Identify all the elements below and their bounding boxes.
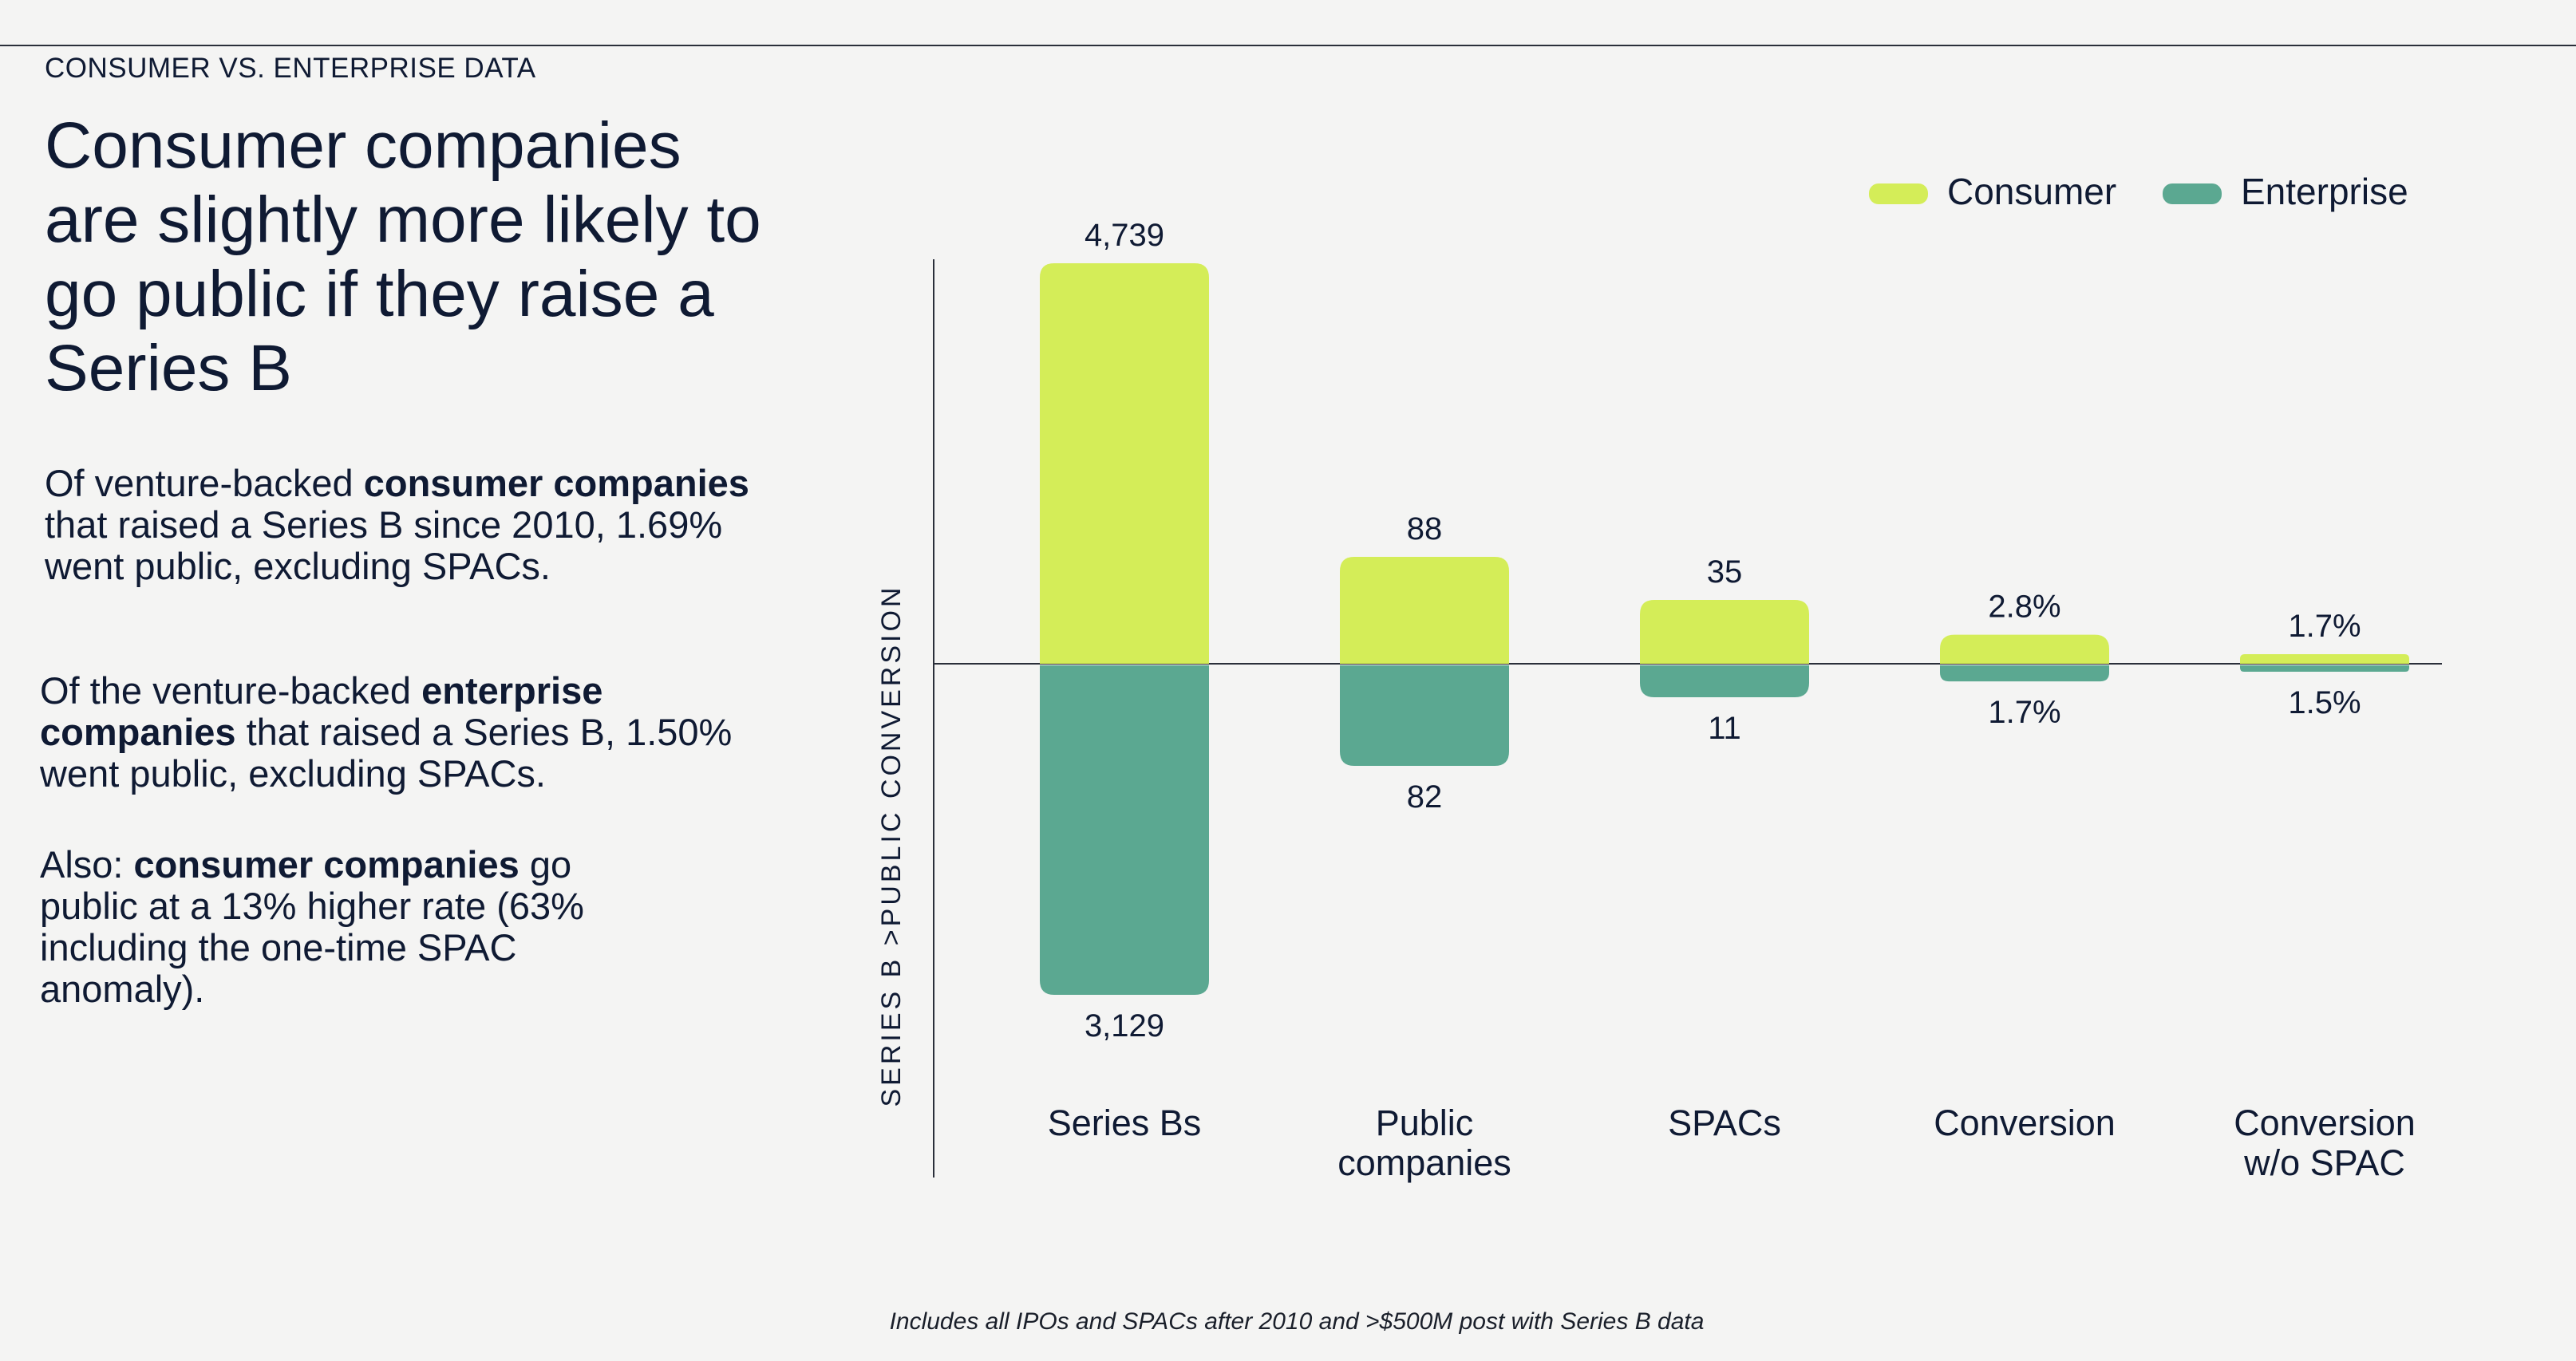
headline: Consumer companies are slightly more lik… [45, 109, 761, 404]
data-label-enterprise-3: 1.7% [1988, 695, 2060, 730]
y-axis-label: SERIES B >PUBLIC CONVERSION [876, 585, 907, 1107]
bar-enterprise-3 [1940, 665, 2109, 682]
p3-post: go public at a 13% higher rate (63% incl… [40, 843, 584, 1010]
bar-consumer-3 [1940, 634, 2109, 664]
footnote-text: Includes all IPOs and SPACs after 2010 a… [889, 1308, 1705, 1335]
p2-bold: enterprise companies [40, 669, 603, 753]
bar-consumer-2 [1640, 600, 1809, 664]
bar-enterprise-4 [2240, 665, 2409, 672]
category-label-2: SPACs [1668, 1103, 1781, 1143]
p3-pre: Also: [40, 843, 134, 886]
bar-consumer-0 [1040, 263, 1209, 664]
footnote: Includes all IPOs and SPACs after 2010 a… [0, 1308, 2155, 1335]
p1-bold: consumer companies [363, 462, 749, 504]
data-label-enterprise-1: 82 [1407, 779, 1443, 815]
data-label-consumer-2: 35 [1707, 554, 1743, 590]
legend-label-0: Consumer [1947, 171, 2116, 212]
data-label-consumer-0: 4,739 [1085, 218, 1164, 253]
p2-pre: Of the venture-backed [40, 669, 422, 712]
data-label-enterprise-4: 1.5% [2288, 685, 2361, 720]
paragraph-consumer: Of venture-backed consumer companies tha… [45, 463, 763, 587]
category-label-3: Conversion [1934, 1103, 2116, 1143]
data-label-consumer-1: 88 [1407, 511, 1443, 546]
paragraph-enterprise: Of the venture-backed enterprise compani… [40, 670, 758, 795]
p3-bold: consumer companies [133, 843, 520, 886]
category-label-4: Conversion w/o SPAC [2234, 1103, 2416, 1183]
paragraph-also: Also: consumer companies go public at a … [40, 844, 646, 1010]
category-label-1: Public companies [1337, 1103, 1511, 1183]
legend-swatch-1 [2163, 183, 2222, 204]
p1-pre: Of venture-backed [45, 462, 364, 504]
bar-consumer-4 [2240, 654, 2409, 664]
bar-consumer-1 [1340, 557, 1509, 664]
data-label-enterprise-2: 11 [1708, 711, 1741, 746]
legend-label-1: Enterprise [2241, 171, 2408, 212]
p1-post: that raised a Series B since 2010, 1.69%… [45, 503, 723, 587]
data-label-consumer-3: 2.8% [1988, 590, 2060, 625]
legend-swatch-0 [1869, 183, 1928, 204]
eyebrow-label: CONSUMER VS. ENTERPRISE DATA [45, 53, 536, 84]
data-label-consumer-4: 1.7% [2288, 609, 2361, 644]
category-label-0: Series Bs [1048, 1103, 1202, 1143]
p2-post: that raised a Series B, 1.50% went publi… [40, 711, 733, 795]
top-rule [0, 45, 2576, 46]
data-label-enterprise-0: 3,129 [1085, 1008, 1164, 1043]
bar-enterprise-0 [1040, 665, 1209, 995]
bar-enterprise-1 [1340, 665, 1509, 766]
bar-enterprise-2 [1640, 665, 1809, 697]
